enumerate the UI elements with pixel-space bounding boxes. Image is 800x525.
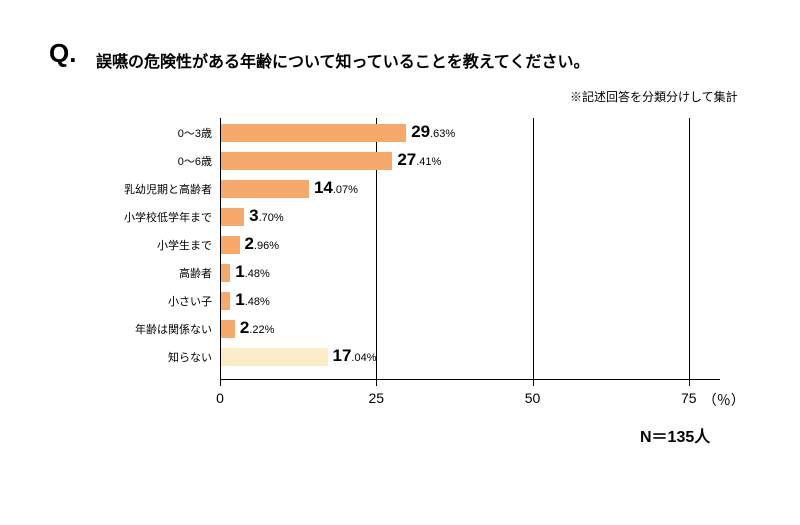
category-label: 小学生まで — [157, 237, 212, 253]
x-unit-label: （％） — [703, 390, 745, 410]
x-tick-label: 75 — [681, 390, 697, 406]
value-label: 17.04% — [333, 346, 377, 366]
category-label: 高齢者 — [179, 265, 212, 281]
tick — [376, 380, 377, 386]
category-label: 小さい子 — [168, 293, 212, 309]
value-label: 27.41% — [397, 150, 441, 170]
tick — [220, 380, 221, 386]
question-title: 誤嚥の危険性がある年齢について知っていることを教えてください。 — [96, 48, 589, 72]
bar — [221, 348, 328, 366]
bar — [221, 292, 230, 310]
bar — [221, 124, 406, 142]
x-axis — [220, 379, 720, 380]
bar — [221, 236, 240, 254]
x-tick-label: 50 — [525, 390, 541, 406]
bar — [221, 320, 235, 338]
page: Q. 誤嚥の危険性がある年齢について知っていることを教えてください。 ※記述回答… — [0, 0, 800, 525]
value-label: 1.48% — [235, 290, 270, 310]
bar — [221, 180, 309, 198]
sample-size-label: N＝135人 — [640, 423, 710, 447]
value-label: 1.48% — [235, 262, 270, 282]
gridline — [689, 118, 690, 380]
category-label: 年齢は関係ない — [135, 321, 212, 337]
bar — [221, 152, 392, 170]
x-tick-label: 25 — [368, 390, 384, 406]
category-label: 知らない — [168, 349, 212, 365]
category-label: 小学校低学年まで — [124, 209, 212, 225]
value-label: 29.63% — [411, 122, 455, 142]
aggregation-note: ※記述回答を分類分けして集計 — [570, 88, 738, 105]
x-tick-label: 0 — [216, 390, 224, 406]
value-label: 2.96% — [245, 234, 280, 254]
category-label: 0〜3歳 — [178, 125, 212, 141]
category-label: 0〜6歳 — [178, 153, 212, 169]
gridline — [533, 118, 534, 380]
value-label: 2.22% — [240, 318, 275, 338]
question-prefix: Q. — [49, 38, 76, 69]
bar-chart: 0255075（％）0〜3歳29.63%0〜6歳27.41%乳幼児期と高齢者14… — [220, 118, 720, 380]
tick — [689, 380, 690, 386]
bar — [221, 264, 230, 282]
value-label: 14.07% — [314, 178, 358, 198]
tick — [533, 380, 534, 386]
value-label: 3.70% — [249, 206, 284, 226]
bar — [221, 208, 244, 226]
category-label: 乳幼児期と高齢者 — [124, 181, 212, 197]
